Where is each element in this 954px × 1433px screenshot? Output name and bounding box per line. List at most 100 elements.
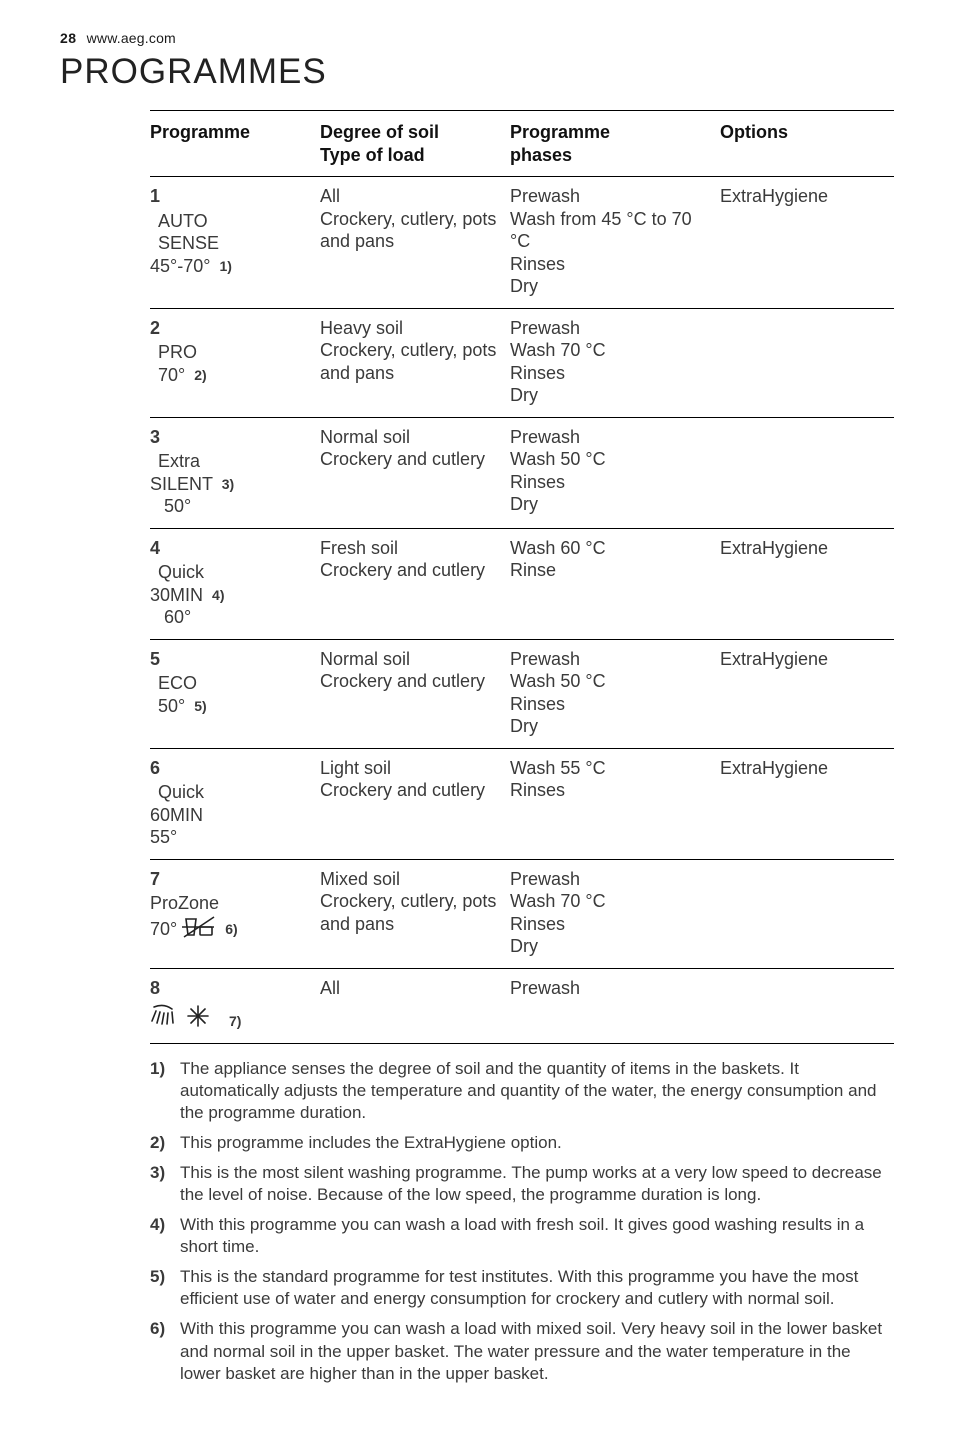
soil-line: Heavy soil	[320, 318, 403, 338]
th-soil-line2: Type of load	[320, 145, 425, 165]
th-soil-line1: Degree of soil	[320, 122, 439, 142]
soil-line: All	[320, 186, 340, 206]
phase-line: Prewash	[510, 427, 580, 447]
programmes-table-wrap: Programme Degree of soil Type of load Pr…	[150, 110, 894, 1044]
page-number: 28	[60, 30, 77, 46]
table-row: 2PRO 70° 2) Heavy soilCrockery, cutlery, p…	[150, 308, 894, 417]
footnote: 3)This is the most silent washing progra…	[150, 1162, 894, 1206]
programme-labels: 7)	[150, 1001, 241, 1033]
phase-line: Wash 70 °C	[510, 891, 606, 911]
programme-labels: PRO 70° 2)	[150, 341, 207, 386]
programme-name-line: 45°-70° 1)	[150, 256, 232, 276]
th-programme: Programme	[150, 111, 320, 177]
cell-programme: 1AUTOSENSE45°-70° 1)	[150, 177, 320, 309]
programmes-table: Programme Degree of soil Type of load Pr…	[150, 110, 894, 1044]
programme-name-line: 70° 2)	[150, 365, 207, 385]
programme-labels: ECO 50° 5)	[150, 672, 207, 717]
footnote-ref: 2)	[194, 367, 206, 383]
phase-line: Wash 55 °C	[510, 758, 606, 778]
cell-options	[720, 308, 894, 417]
cell-phases: PrewashWash from 45 °C to 70 °CRinsesDry	[510, 177, 720, 309]
soil-line: Normal soil	[320, 427, 410, 447]
table-row: 6Quick60MIN55°Light soilCrockery and cut…	[150, 748, 894, 859]
phase-line: Prewash	[510, 978, 580, 998]
soil-line: Crockery, cutlery, pots and pans	[320, 891, 496, 934]
programme-name-line: SILENT 3)	[150, 474, 234, 494]
prozone-icon	[182, 919, 216, 939]
cell-phases: PrewashWash 70 °CRinsesDry	[510, 859, 720, 968]
th-soil: Degree of soil Type of load	[320, 111, 510, 177]
programme-name-line: ECO	[150, 673, 197, 693]
programme-number: 3	[150, 426, 314, 449]
footnote-number: 4)	[150, 1214, 172, 1258]
footnote-ref: 4)	[212, 587, 224, 603]
cell-phases: Wash 55 °CRinses	[510, 748, 720, 859]
phase-line: Prewash	[510, 869, 580, 889]
page: 28 www.aeg.com PROGRAMMES Programme Degr…	[0, 0, 954, 1433]
th-options: Options	[720, 111, 894, 177]
soil-line: Crockery, cutlery, pots and pans	[320, 209, 496, 252]
programme-name-line: Quick	[150, 782, 204, 802]
cell-programme: 3ExtraSILENT 3)50°	[150, 417, 320, 528]
cell-soil: Mixed soilCrockery, cutlery, pots and pa…	[320, 859, 510, 968]
phase-line: Wash 50 °C	[510, 671, 606, 691]
programme-name-line: 70° 6)	[150, 919, 238, 939]
cell-phases: Prewash	[510, 968, 720, 1043]
footnote-ref: 3)	[222, 476, 234, 492]
footnote-ref: 5)	[194, 698, 206, 714]
footnote-ref: 6)	[225, 921, 237, 937]
footnote-number: 5)	[150, 1266, 172, 1310]
phase-line: Rinses	[510, 254, 565, 274]
programme-number: 4	[150, 537, 314, 560]
prewash-icon	[150, 1011, 220, 1031]
table-row: 3ExtraSILENT 3)50°Normal soilCrockery an…	[150, 417, 894, 528]
table-row: 5ECO50° 5)Normal soilCrockery and cutler…	[150, 639, 894, 748]
programme-name-line: 60°	[150, 607, 191, 627]
header: 28 www.aeg.com	[60, 30, 894, 46]
programme-number: 1	[150, 185, 314, 208]
programme-labels: ProZone 70° 6)	[150, 892, 238, 940]
cell-soil: All Crockery, cutlery, pots and pans	[320, 177, 510, 309]
phase-line: Wash 50 °C	[510, 449, 606, 469]
phase-line: Dry	[510, 494, 538, 514]
programme-number: 8	[150, 977, 314, 1000]
cell-options: ExtraHygiene	[720, 177, 894, 309]
cell-options	[720, 859, 894, 968]
phase-line: Dry	[510, 276, 538, 296]
footnote-text: With this programme you can wash a load …	[180, 1214, 894, 1258]
programme-name-line: PRO	[150, 342, 197, 362]
soil-line: Crockery, cutlery, pots and pans	[320, 340, 496, 383]
programme-name-line: 30MIN 4)	[150, 585, 224, 605]
phase-line: Dry	[510, 716, 538, 736]
programme-labels: ExtraSILENT 3)50°	[150, 450, 234, 518]
footnote-number: 1)	[150, 1058, 172, 1124]
soil-line: Crockery and cutlery	[320, 560, 485, 580]
cell-programme: 2PRO 70° 2)	[150, 308, 320, 417]
cell-phases: Wash 60 °CRinse	[510, 528, 720, 639]
phase-line: Prewash	[510, 649, 580, 669]
footnote-ref: 1)	[219, 258, 231, 274]
cell-soil: Heavy soilCrockery, cutlery, pots and pa…	[320, 308, 510, 417]
soil-line: Light soil	[320, 758, 391, 778]
programme-labels: Quick30MIN 4)60°	[150, 561, 224, 629]
footnote-ref: 7)	[229, 1013, 241, 1029]
programme-name-line: ProZone	[150, 893, 219, 913]
footnotes: 1)The appliance senses the degree of soi…	[150, 1058, 894, 1385]
cell-options: ExtraHygiene	[720, 639, 894, 748]
programme-name-line: 60MIN	[150, 805, 203, 825]
programme-labels: AUTOSENSE45°-70° 1)	[150, 210, 232, 278]
cell-soil: Fresh soilCrockery and cutlery	[320, 528, 510, 639]
programme-name-line: SENSE	[150, 233, 219, 253]
soil-line: Crockery and cutlery	[320, 671, 485, 691]
programme-name-line: Extra	[150, 451, 200, 471]
phase-line: Rinses	[510, 914, 565, 934]
programme-labels: Quick60MIN55°	[150, 781, 204, 849]
cell-phases: PrewashWash 50 °CRinsesDry	[510, 639, 720, 748]
cell-phases: PrewashWash 70 °CRinsesDry	[510, 308, 720, 417]
programme-number: 2	[150, 317, 314, 340]
phase-line: Wash 60 °C	[510, 538, 606, 558]
footnote-number: 2)	[150, 1132, 172, 1154]
programme-name-line: 50° 5)	[150, 696, 207, 716]
cell-programme: 4Quick30MIN 4)60°	[150, 528, 320, 639]
soil-line: Normal soil	[320, 649, 410, 669]
